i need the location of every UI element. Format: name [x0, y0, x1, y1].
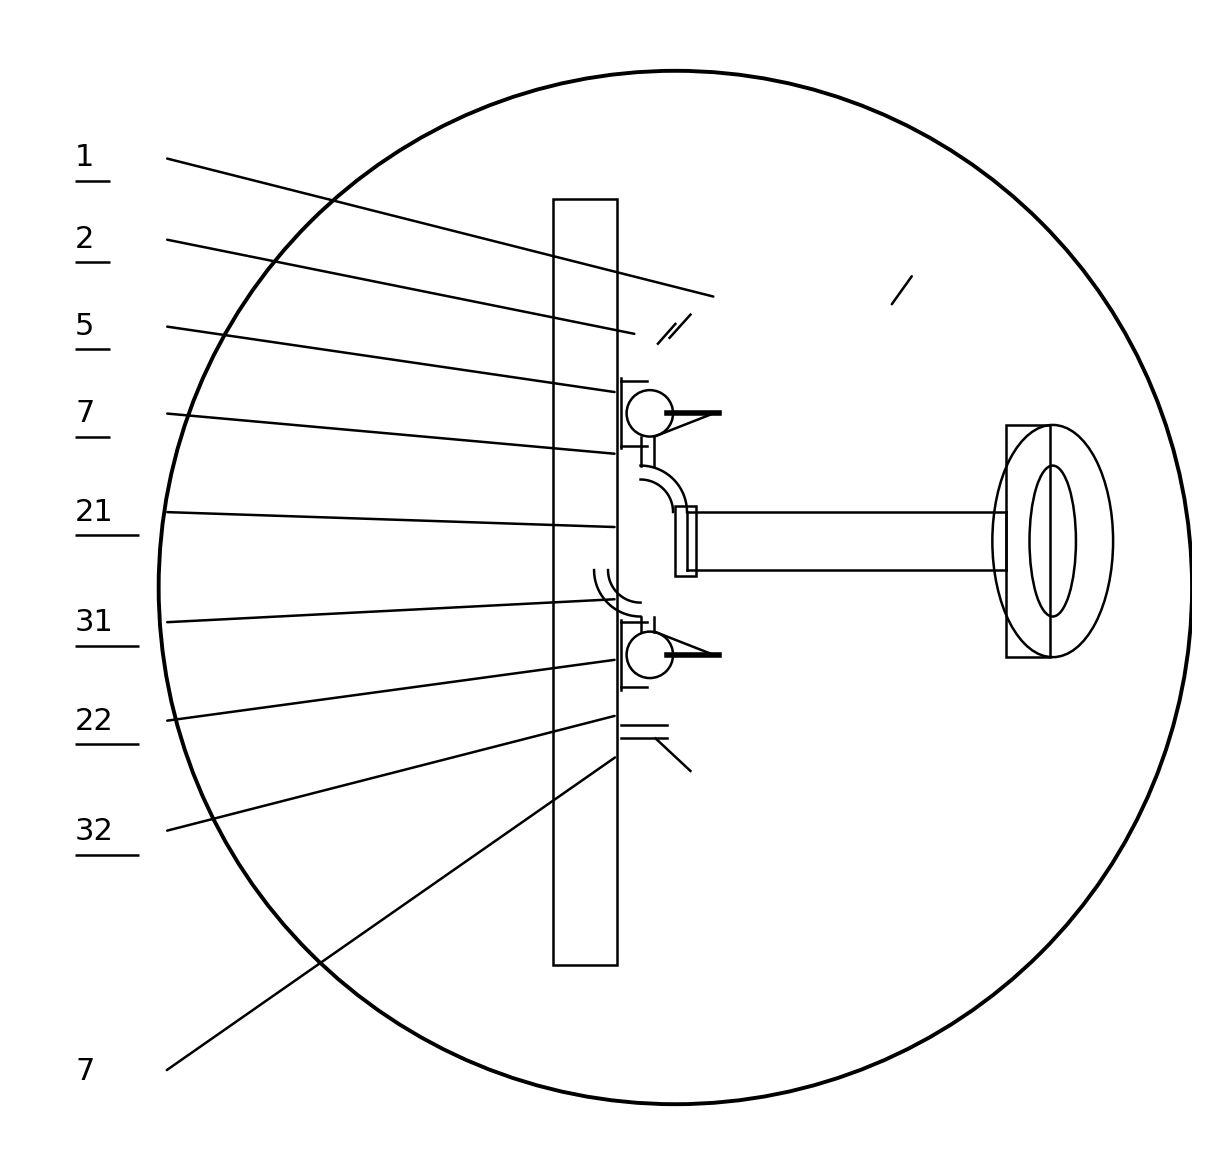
Text: 21: 21 — [75, 497, 114, 526]
Text: 22: 22 — [75, 706, 114, 736]
Bar — [554, 199, 618, 965]
Text: 5: 5 — [75, 311, 94, 341]
Text: 1: 1 — [75, 143, 94, 173]
Text: 7: 7 — [75, 398, 94, 428]
Bar — [675, 506, 696, 576]
Text: 31: 31 — [75, 607, 114, 637]
Bar — [1007, 425, 1051, 657]
Text: 32: 32 — [75, 817, 114, 846]
Text: 7: 7 — [75, 1058, 94, 1086]
Text: 2: 2 — [75, 224, 94, 254]
